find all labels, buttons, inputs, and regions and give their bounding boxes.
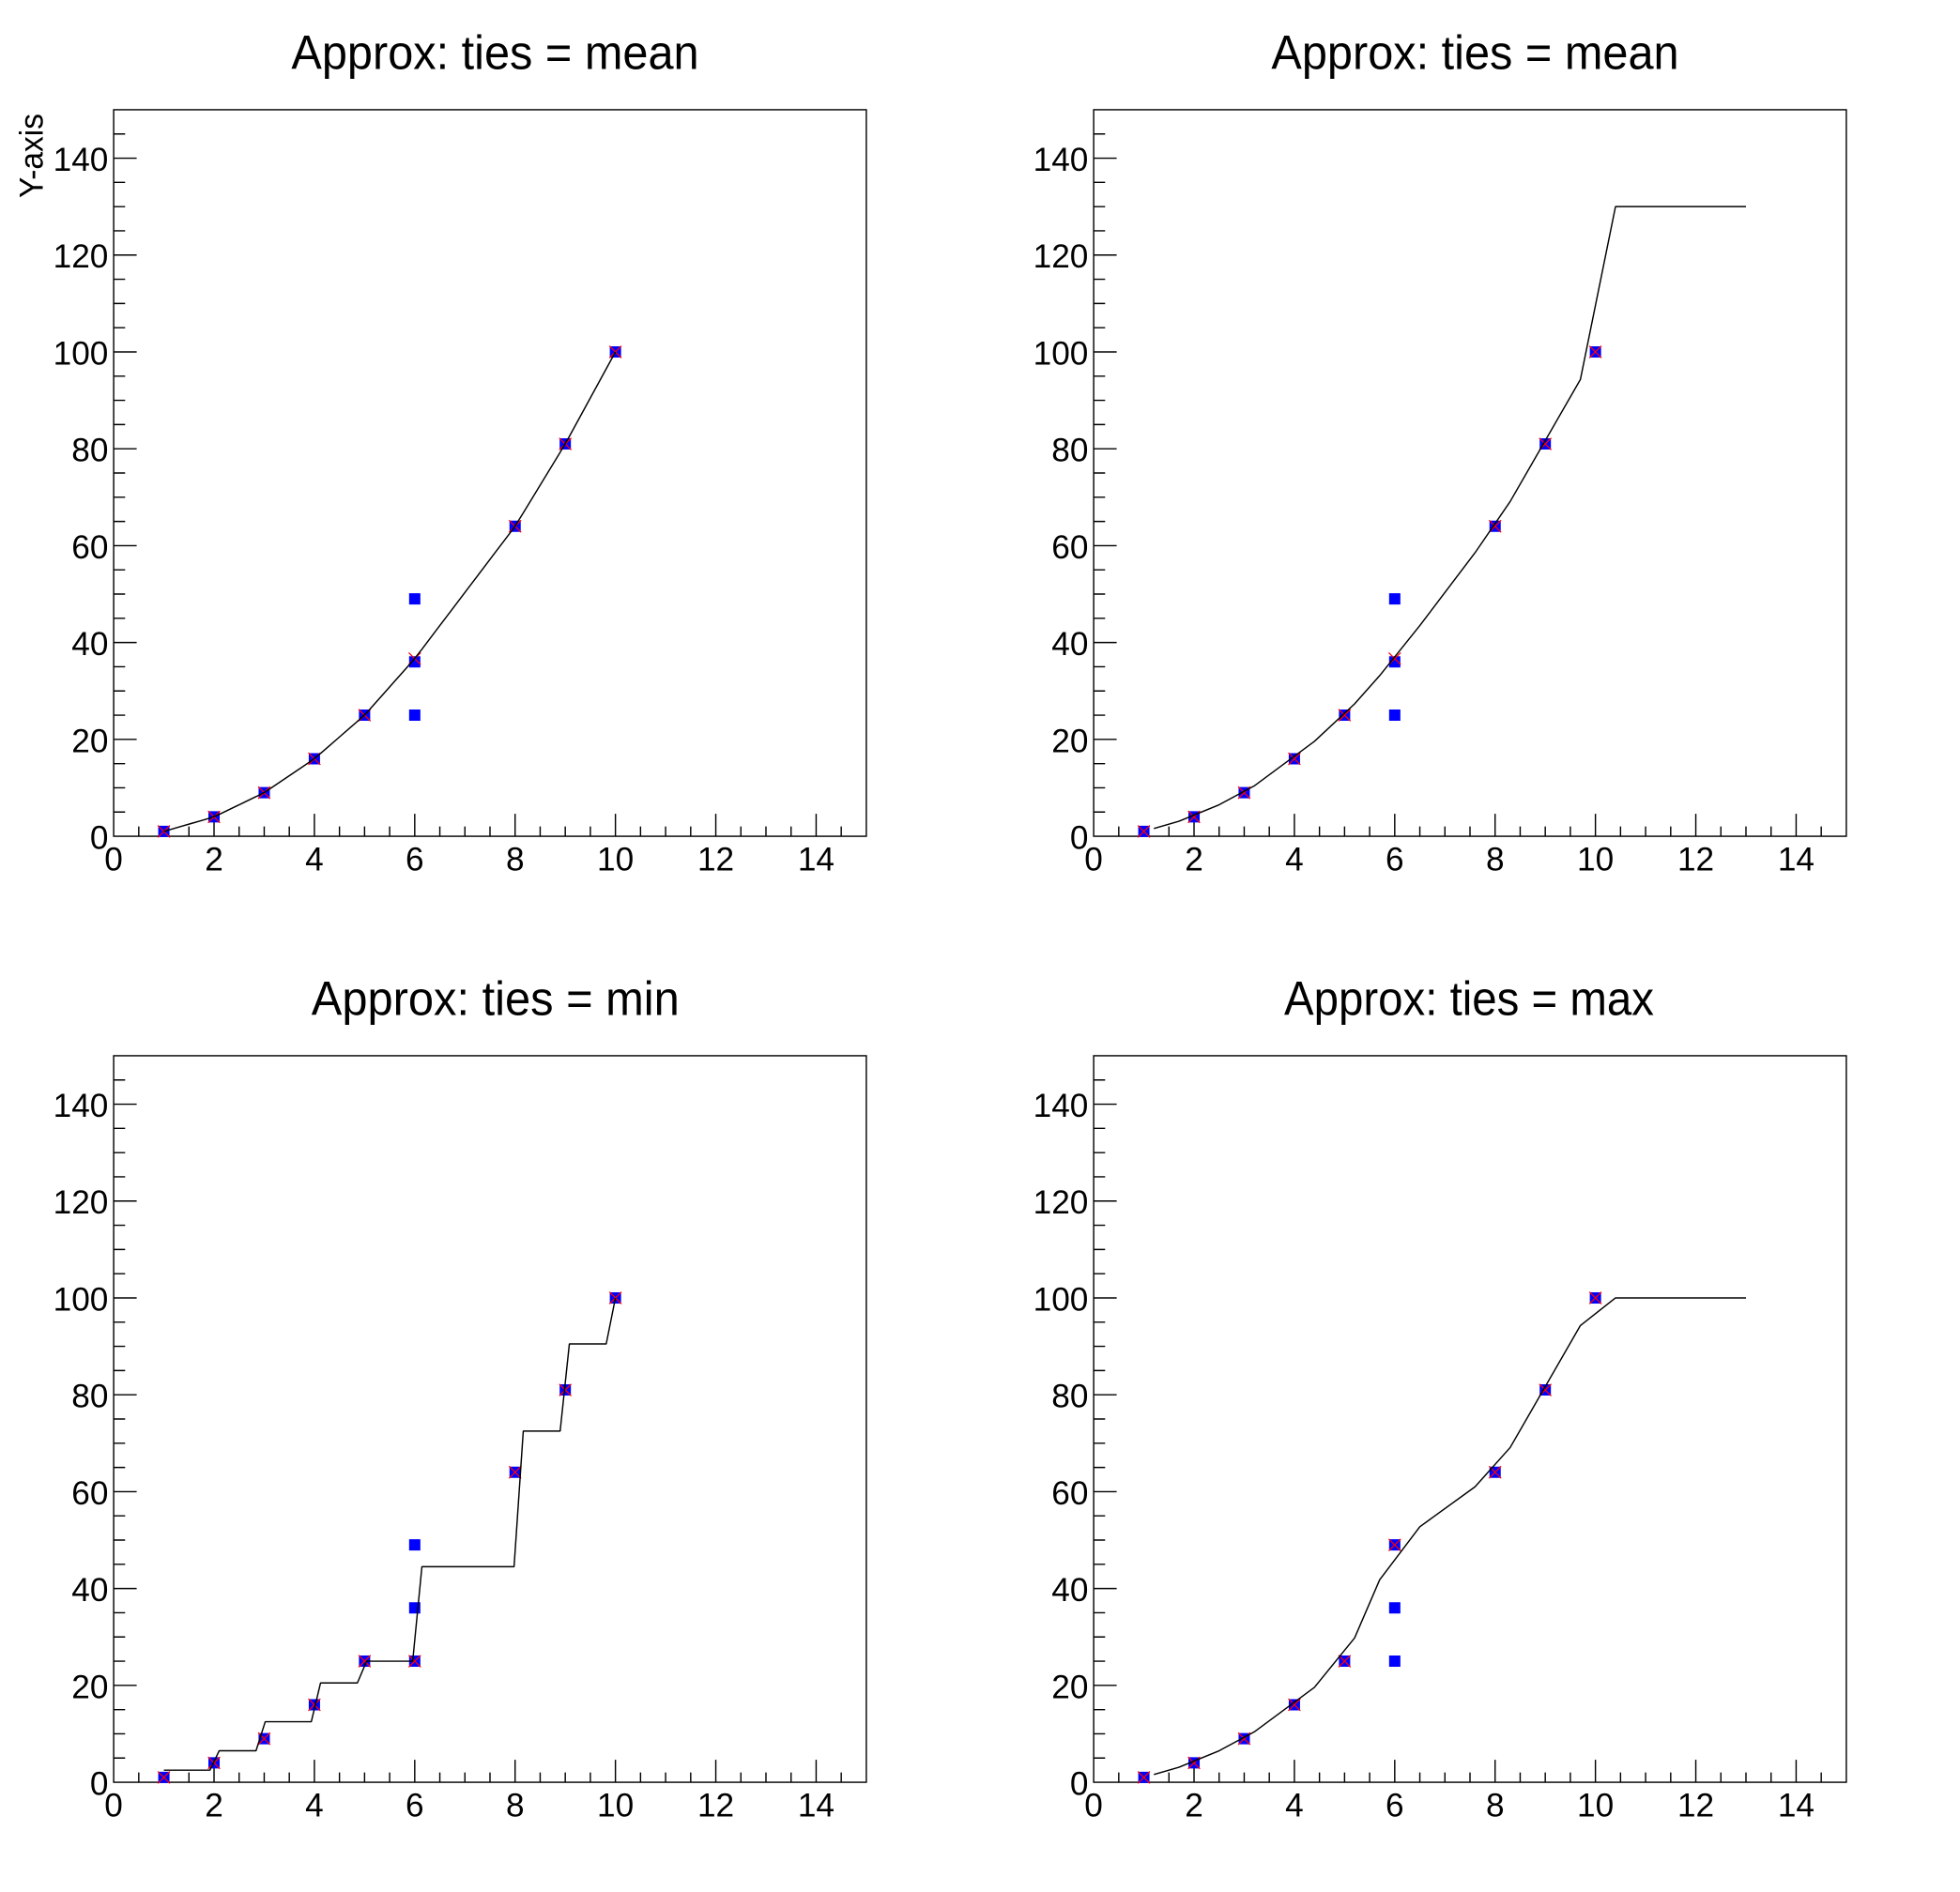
svg-text:120: 120	[54, 1184, 109, 1221]
svg-text:2: 2	[1185, 1788, 1203, 1824]
svg-text:60: 60	[71, 1475, 108, 1512]
svg-text:8: 8	[506, 842, 525, 878]
svg-text:100: 100	[54, 1281, 109, 1318]
svg-text:4: 4	[1285, 1788, 1304, 1824]
svg-text:20: 20	[1051, 1669, 1088, 1705]
svg-text:100: 100	[1034, 1281, 1089, 1318]
svg-text:2: 2	[205, 1788, 223, 1824]
svg-text:10: 10	[1577, 1788, 1614, 1824]
svg-text:Approx: ties = max: Approx: ties = max	[1284, 972, 1654, 1026]
svg-text:100: 100	[54, 335, 109, 372]
svg-text:4: 4	[305, 842, 324, 878]
svg-text:60: 60	[71, 529, 108, 566]
svg-text:140: 140	[54, 142, 109, 178]
svg-text:14: 14	[1778, 1788, 1815, 1824]
svg-text:8: 8	[1486, 842, 1505, 878]
svg-text:10: 10	[1577, 842, 1614, 878]
svg-text:14: 14	[798, 1788, 835, 1824]
svg-text:80: 80	[1051, 1379, 1088, 1415]
svg-text:40: 40	[71, 626, 108, 663]
svg-text:40: 40	[1051, 1572, 1088, 1609]
svg-text:12: 12	[697, 842, 734, 878]
svg-text:20: 20	[71, 723, 108, 759]
svg-text:100: 100	[1034, 335, 1089, 372]
svg-text:10: 10	[597, 1788, 634, 1824]
svg-text:2: 2	[205, 842, 223, 878]
svg-text:4: 4	[1285, 842, 1304, 878]
svg-text:12: 12	[1677, 1788, 1714, 1824]
svg-text:120: 120	[54, 238, 109, 275]
svg-text:60: 60	[1051, 1475, 1088, 1512]
svg-text:80: 80	[71, 433, 108, 469]
svg-text:20: 20	[1051, 723, 1088, 759]
svg-text:80: 80	[71, 1379, 108, 1415]
svg-text:40: 40	[1051, 626, 1088, 663]
svg-text:40: 40	[71, 1572, 108, 1609]
svg-text:6: 6	[406, 842, 424, 878]
svg-text:Approx: ties = min: Approx: ties = min	[312, 972, 680, 1026]
svg-text:6: 6	[1386, 842, 1404, 878]
svg-text:10: 10	[597, 842, 634, 878]
svg-text:14: 14	[1778, 842, 1815, 878]
svg-text:Y-axis: Y-axis	[14, 114, 51, 198]
svg-text:6: 6	[406, 1788, 424, 1824]
svg-text:Approx: ties = mean: Approx: ties = mean	[1271, 26, 1678, 80]
svg-text:0: 0	[90, 1765, 109, 1802]
svg-text:0: 0	[1084, 842, 1103, 878]
svg-text:8: 8	[1486, 1788, 1505, 1824]
svg-text:0: 0	[1084, 1788, 1103, 1824]
svg-text:0: 0	[90, 819, 109, 856]
svg-text:14: 14	[798, 842, 835, 878]
svg-text:80: 80	[1051, 433, 1088, 469]
svg-text:60: 60	[1051, 529, 1088, 566]
svg-text:12: 12	[1677, 842, 1714, 878]
svg-text:120: 120	[1034, 238, 1089, 275]
svg-text:2: 2	[1185, 842, 1203, 878]
svg-text:4: 4	[305, 1788, 324, 1824]
svg-text:120: 120	[1034, 1184, 1089, 1221]
svg-text:0: 0	[1070, 819, 1089, 856]
svg-text:20: 20	[71, 1669, 108, 1705]
svg-text:140: 140	[1034, 1088, 1089, 1124]
svg-text:140: 140	[54, 1088, 109, 1124]
svg-text:8: 8	[506, 1788, 525, 1824]
svg-text:12: 12	[697, 1788, 734, 1824]
svg-text:0: 0	[104, 842, 123, 878]
svg-text:0: 0	[104, 1788, 123, 1824]
svg-text:6: 6	[1386, 1788, 1404, 1824]
svg-text:Approx: ties = mean: Approx: ties = mean	[291, 26, 698, 80]
svg-text:0: 0	[1070, 1765, 1089, 1802]
svg-text:140: 140	[1034, 142, 1089, 178]
